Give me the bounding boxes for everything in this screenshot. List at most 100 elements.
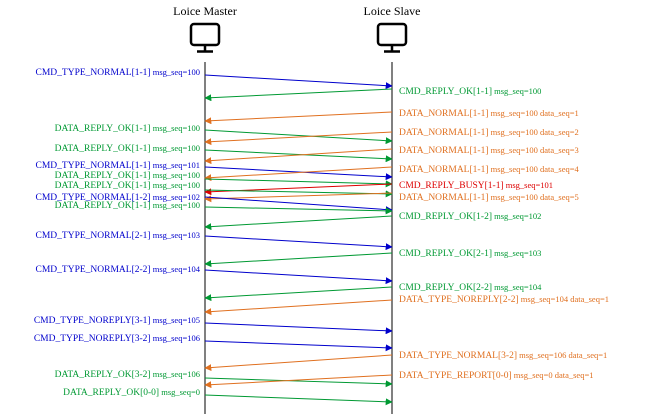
message-label: CMD_TYPE_NORMAL[1-1] msg_seq=100	[36, 67, 200, 78]
slave-title: Loice Slave	[364, 4, 421, 18]
message: CMD_TYPE_NOREPLY[3-2] msg_seq=106	[34, 333, 393, 352]
message: DATA_TYPE_NOREPLY[2-2] msg_seq=104 data_…	[204, 294, 609, 316]
message-params: msg_seq=100	[151, 200, 200, 210]
message-name: DATA_NORMAL[1-1]	[399, 109, 488, 119]
message: DATA_REPLY_OK[1-1] msg_seq=100	[55, 170, 393, 188]
message-arrow	[204, 394, 393, 406]
message-name: CMD_TYPE_NORMAL[1-1]	[36, 161, 151, 171]
message-arrow	[204, 111, 393, 125]
message-arrow	[204, 374, 393, 389]
message-label: CMD_TYPE_NORMAL[2-1] msg_seq=103	[36, 230, 200, 241]
message-name: CMD_REPLY_BUSY[1-1]	[399, 181, 504, 191]
message: CMD_REPLY_OK[1-1] msg_seq=100	[204, 86, 541, 102]
message-arrow	[204, 286, 393, 302]
message-label: CMD_TYPE_NOREPLY[3-2] msg_seq=106	[34, 333, 200, 344]
message-label: CMD_TYPE_NOREPLY[3-1] msg_seq=105	[34, 315, 200, 326]
message-label: DATA_REPLY_OK[3-2] msg_seq=106	[55, 369, 200, 380]
message-name: DATA_REPLY_OK[1-1]	[55, 144, 151, 154]
message: DATA_NORMAL[1-1] msg_seq=100 data_seq=2	[204, 127, 579, 146]
message-params: msg_seq=104	[492, 282, 542, 292]
message-arrow	[204, 74, 393, 90]
message-label: DATA_NORMAL[1-1] msg_seq=100 data_seq=5	[399, 192, 579, 203]
message-params: msg_seq=100	[151, 143, 200, 153]
message-name: DATA_REPLY_OK[3-2]	[55, 370, 151, 380]
message-label: CMD_TYPE_NORMAL[1-1] msg_seq=101	[36, 160, 200, 171]
message-label: CMD_REPLY_OK[2-2] msg_seq=104	[399, 282, 542, 293]
message-arrow	[204, 166, 393, 182]
message-params: msg_seq=0 data_seq=1	[512, 370, 594, 380]
message-params: msg_seq=102	[492, 211, 541, 221]
message-arrow	[204, 354, 393, 372]
message: DATA_REPLY_OK[1-1] msg_seq=100	[55, 180, 393, 198]
monitor-icon	[376, 22, 408, 53]
message-params: msg_seq=103	[151, 230, 200, 240]
message-params: msg_seq=106 data_seq=1	[517, 350, 607, 360]
message-name: CMD_REPLY_OK[2-1]	[399, 249, 492, 259]
message-arrow	[204, 252, 393, 268]
message: DATA_REPLY_OK[1-1] msg_seq=100	[55, 123, 393, 145]
message-name: CMD_TYPE_NOREPLY[3-1]	[34, 316, 151, 326]
message: DATA_NORMAL[1-1] msg_seq=100 data_seq=4	[204, 164, 580, 182]
message-params: msg_seq=100	[151, 180, 200, 190]
message-arrow	[204, 192, 393, 203]
master-title: Loice Master	[173, 4, 237, 18]
message-label: DATA_REPLY_OK[1-1] msg_seq=100	[55, 123, 200, 134]
message-params: msg_seq=102	[151, 192, 200, 202]
message-list: CMD_TYPE_NORMAL[1-1] msg_seq=100 CMD_REPL…	[34, 67, 609, 406]
message-arrow	[204, 178, 393, 188]
message-arrow	[204, 196, 393, 214]
message-params: msg_seq=105	[151, 315, 200, 325]
message-label: DATA_TYPE_NORMAL[3-2] msg_seq=106 data_s…	[399, 350, 607, 361]
message-arrow	[204, 215, 393, 231]
message-name: CMD_REPLY_OK[1-1]	[399, 87, 492, 97]
message-label: CMD_TYPE_NORMAL[1-2] msg_seq=102	[36, 192, 200, 203]
message-arrow	[204, 206, 393, 215]
message-arrow	[204, 322, 393, 335]
message-arrow	[204, 189, 393, 198]
message-name: CMD_REPLY_OK[1-2]	[399, 212, 492, 222]
message-label: DATA_REPLY_OK[1-1] msg_seq=100	[55, 143, 200, 154]
message-params: msg_seq=101	[151, 160, 200, 170]
message-label: DATA_NORMAL[1-1] msg_seq=100 data_seq=4	[399, 164, 580, 175]
message-label: CMD_REPLY_OK[1-1] msg_seq=100	[399, 86, 541, 97]
message-arrow	[204, 340, 393, 352]
message-name: CMD_TYPE_NOREPLY[3-2]	[34, 334, 151, 344]
message-label: DATA_REPLY_OK[1-1] msg_seq=100	[55, 170, 200, 181]
message: CMD_TYPE_NORMAL[2-1] msg_seq=103	[36, 230, 393, 251]
message: DATA_TYPE_NORMAL[3-2] msg_seq=106 data_s…	[204, 350, 607, 372]
message-label: CMD_REPLY_OK[2-1] msg_seq=103	[399, 248, 541, 259]
message: DATA_NORMAL[1-1] msg_seq=100 data_seq=3	[204, 145, 579, 165]
message: DATA_REPLY_OK[3-2] msg_seq=106	[55, 369, 393, 388]
message-name: DATA_REPLY_OK[1-1]	[55, 201, 151, 211]
message-name: DATA_REPLY_OK[1-1]	[55, 171, 151, 181]
message-label: DATA_REPLY_OK[1-1] msg_seq=100	[55, 200, 200, 211]
message-name: DATA_NORMAL[1-1]	[399, 193, 488, 203]
message-label: DATA_TYPE_NOREPLY[2-2] msg_seq=104 data_…	[399, 294, 609, 305]
message-params: msg_seq=0	[159, 387, 200, 397]
message-label: CMD_TYPE_NORMAL[2-2] msg_seq=104	[36, 264, 201, 275]
message-params: msg_seq=104 data_seq=1	[519, 294, 609, 304]
message-name: DATA_NORMAL[1-1]	[399, 128, 488, 138]
message-name: CMD_TYPE_NORMAL[2-1]	[36, 231, 151, 241]
message: DATA_NORMAL[1-1] msg_seq=100 data_seq=1	[204, 108, 579, 125]
message-name: CMD_REPLY_OK[2-2]	[399, 283, 492, 293]
message-params: msg_seq=100	[151, 67, 200, 77]
message-params: msg_seq=100 data_seq=5	[488, 192, 578, 202]
message-label: DATA_TYPE_REPORT[0-0] msg_seq=0 data_seq…	[399, 370, 594, 381]
message: CMD_REPLY_OK[2-1] msg_seq=103	[204, 248, 541, 268]
message: CMD_TYPE_NOREPLY[3-1] msg_seq=105	[34, 315, 393, 335]
message-name: DATA_TYPE_NORMAL[3-2]	[399, 351, 517, 361]
message-name: CMD_TYPE_NORMAL[1-2]	[36, 193, 151, 203]
message-params: msg_seq=100 data_seq=1	[488, 108, 578, 118]
message: CMD_TYPE_NORMAL[1-2] msg_seq=102	[36, 192, 393, 214]
message-label: DATA_NORMAL[1-1] msg_seq=100 data_seq=1	[399, 108, 579, 119]
message-name: DATA_TYPE_NOREPLY[2-2]	[399, 295, 519, 305]
message-label: CMD_REPLY_BUSY[1-1] msg_seq=101	[399, 180, 553, 191]
message-name: DATA_REPLY_OK[1-1]	[55, 181, 151, 191]
message-label: DATA_REPLY_OK[0-0] msg_seq=0	[63, 387, 200, 398]
message-name: CMD_TYPE_NORMAL[2-2]	[36, 265, 151, 275]
message: DATA_NORMAL[1-1] msg_seq=100 data_seq=5	[204, 192, 579, 203]
message-arrow	[204, 235, 393, 251]
message-arrow	[204, 269, 393, 285]
